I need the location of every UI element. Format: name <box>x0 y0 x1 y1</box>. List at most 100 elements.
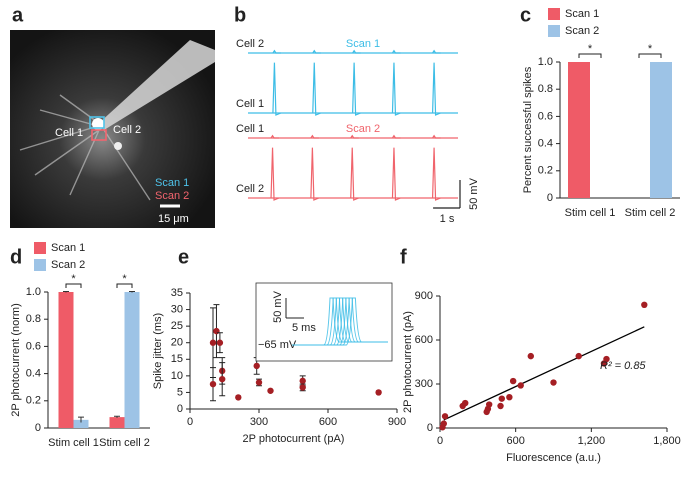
spike <box>272 62 282 116</box>
point <box>506 394 513 401</box>
significance-bracket <box>116 283 133 288</box>
spike <box>352 49 361 54</box>
y-tick-label: 1.0 <box>538 56 553 68</box>
y-tick-label: 20 <box>171 337 183 349</box>
point <box>485 401 493 408</box>
y-tick-label: 0.4 <box>538 138 553 150</box>
y-tick-label: 600 <box>415 334 433 346</box>
significance-bracket <box>65 283 82 288</box>
trace-label: Cell 2 <box>236 38 264 50</box>
point <box>550 379 557 386</box>
spike <box>352 62 361 116</box>
point <box>255 379 263 386</box>
y-tick-label: 0.8 <box>538 83 553 95</box>
point <box>219 375 226 383</box>
y-tick-label: 10 <box>171 370 183 382</box>
baseline-label: −65 mV <box>258 339 297 351</box>
legend-label: Scan 2 <box>565 25 599 37</box>
scale-bar-label: 15 μm <box>158 213 189 225</box>
spike <box>391 147 401 201</box>
trace-label: Cell 2 <box>236 183 264 195</box>
y-tick-label: 0 <box>547 192 553 204</box>
point <box>462 399 469 407</box>
error-bar <box>114 415 120 418</box>
significance-bracket <box>638 53 662 58</box>
y-tick-label: 25 <box>171 320 183 332</box>
y-axis-title: 2P photocurrent (norm) <box>10 303 22 417</box>
x-tick-label: 0 <box>187 416 193 428</box>
spike <box>432 134 441 139</box>
micrograph <box>10 30 215 228</box>
spike <box>270 134 280 139</box>
significance-bracket <box>578 53 602 58</box>
point <box>441 413 449 420</box>
point <box>517 382 524 389</box>
y-tick-label: 0.4 <box>26 368 41 380</box>
point <box>216 339 224 346</box>
spike <box>312 49 321 54</box>
legend-swatch <box>34 259 46 271</box>
annotation: R² = 0.85 <box>600 360 646 372</box>
point <box>299 384 306 391</box>
trace-label: Cell 1 <box>236 98 264 110</box>
point <box>603 355 610 363</box>
x-tick-label: Stim cell 2 <box>625 207 676 219</box>
inset <box>255 282 393 362</box>
point <box>375 389 382 396</box>
point <box>209 339 217 346</box>
y-tick-label: 0.6 <box>538 110 553 122</box>
significance-label: * <box>122 273 127 285</box>
bar <box>124 292 140 428</box>
inset-trace <box>292 297 388 346</box>
y-axis-title: Percent successful spikes <box>522 66 534 193</box>
significance-label: * <box>588 43 593 55</box>
point <box>498 395 505 402</box>
legend-swatch <box>548 8 560 20</box>
inset-trace <box>292 297 388 346</box>
spike <box>272 49 281 54</box>
y-tick-label: 30 <box>171 303 183 315</box>
significance-label: * <box>71 273 76 285</box>
spike <box>310 134 319 139</box>
significance-label: * <box>648 43 653 55</box>
scale-bar-label: 5 ms <box>292 322 316 334</box>
spike <box>270 147 280 201</box>
bar <box>73 419 89 428</box>
legend-label: Scan 1 <box>565 8 599 20</box>
scale-bar-label: 50 mV <box>272 290 284 322</box>
point <box>267 387 274 394</box>
point <box>299 377 306 385</box>
scan-label: Scan 1 <box>346 38 380 50</box>
legend-label: Scan 1 <box>51 242 85 254</box>
fit-line <box>443 326 645 421</box>
y-tick-label: 0 <box>427 422 433 434</box>
panel-letter: c <box>520 4 531 26</box>
scan-label: Scan 2 <box>155 190 189 202</box>
scale-bar-label: 50 mV <box>468 177 480 209</box>
point <box>440 420 447 427</box>
spike <box>432 49 441 54</box>
y-tick-label: 1.0 <box>26 286 41 298</box>
panel-letter: f <box>400 246 407 268</box>
x-axis-title: Fluorescence (a.u.) <box>506 452 601 464</box>
x-tick-label: 1,200 <box>578 435 606 447</box>
spike <box>350 147 359 201</box>
legend-swatch <box>34 242 46 254</box>
x-tick-label: 900 <box>388 416 406 428</box>
legend-label: Scan 2 <box>51 259 85 271</box>
point <box>235 394 242 401</box>
x-tick-label: 1,800 <box>653 435 681 447</box>
y-axis-title: Spike jitter (ms) <box>152 313 164 389</box>
error-bar <box>63 290 69 293</box>
panel-letter: a <box>12 4 24 26</box>
legend-swatch <box>548 25 560 37</box>
x-tick-label: Stim cell 2 <box>99 437 150 449</box>
x-tick-label: 600 <box>319 416 337 428</box>
x-tick-label: Stim cell 1 <box>565 207 616 219</box>
y-tick-label: 0 <box>35 422 41 434</box>
scan-label: Scan 2 <box>346 123 380 135</box>
y-tick-label: 0.2 <box>26 395 41 407</box>
spike <box>350 134 359 139</box>
x-tick-label: 300 <box>250 416 268 428</box>
